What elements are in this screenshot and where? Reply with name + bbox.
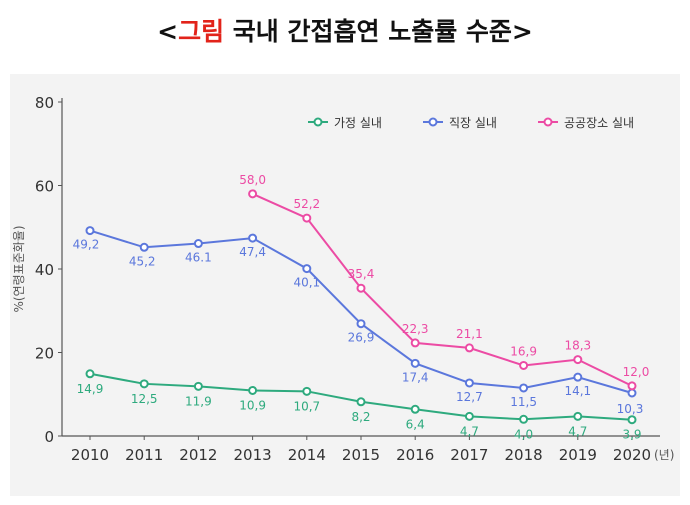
- legend-marker-work: [428, 117, 438, 127]
- x-tick-label-2013: 2013: [234, 446, 272, 464]
- x-unit-label: (년): [654, 448, 674, 462]
- data-label-home-2017: 4,7: [460, 424, 479, 438]
- point-home-2012: [193, 381, 203, 391]
- chart-title: <그림 국내 간접흡연 노출률 수준>: [0, 12, 690, 48]
- data-label-home-2013: 10,9: [239, 398, 266, 412]
- y-tick-label-0: 0: [44, 428, 54, 446]
- point-public-2018: [519, 360, 529, 370]
- point-public-2019: [573, 355, 583, 365]
- title-close: >: [511, 17, 533, 46]
- data-label-public-2017: 21,1: [456, 327, 483, 341]
- point-work-2016: [410, 358, 420, 368]
- point-home-2019: [573, 411, 583, 421]
- point-home-2011: [139, 379, 149, 389]
- y-axis-title: %(연령표준화율): [12, 225, 26, 312]
- point-work-2019: [573, 372, 583, 382]
- data-label-work-2014: 40,1: [293, 276, 320, 290]
- data-label-work-2012: 46.1: [185, 251, 212, 265]
- x-tick-label-2016: 2016: [396, 446, 434, 464]
- point-home-2016: [410, 404, 420, 414]
- x-tick-label-2015: 2015: [342, 446, 380, 464]
- point-home-2017: [464, 411, 474, 421]
- data-label-home-2012: 11,9: [185, 394, 212, 408]
- point-public-2016: [410, 338, 420, 348]
- data-label-public-2013: 58,0: [239, 173, 266, 187]
- data-label-home-2010: 14,9: [77, 382, 104, 396]
- title-rest: 국내 간접흡연 노출률 수준: [224, 17, 512, 46]
- data-label-public-2014: 52,2: [293, 197, 320, 211]
- point-home-2010: [85, 369, 95, 379]
- legend-label-work: 직장 실내: [449, 116, 497, 130]
- series-line-public: [252, 192, 633, 387]
- point-public-2014: [302, 213, 312, 223]
- data-label-home-2014: 10,7: [293, 399, 320, 413]
- data-label-public-2019: 18,3: [564, 339, 591, 353]
- x-tick-label-2011: 2011: [125, 446, 163, 464]
- point-work-2010: [85, 226, 95, 236]
- data-label-public-2018: 16,9: [510, 344, 537, 358]
- point-public-2013: [248, 189, 258, 199]
- title-highlight: 그림: [178, 17, 225, 46]
- y-tick-label-60: 60: [35, 178, 54, 196]
- data-label-public-2016: 22,3: [402, 322, 429, 336]
- legend-marker-public: [543, 117, 553, 127]
- point-public-2020: [627, 381, 637, 391]
- point-home-2020: [627, 415, 637, 425]
- x-tick-label-2020: 2020: [613, 446, 651, 464]
- legend-label-home: 가정 실내: [334, 116, 382, 130]
- data-label-home-2019: 4,7: [568, 424, 587, 438]
- x-tick-label-2012: 2012: [179, 446, 217, 464]
- data-label-work-2013: 47,4: [239, 245, 266, 259]
- data-label-home-2018: 4,0: [514, 427, 533, 441]
- point-work-2011: [139, 242, 149, 252]
- legend-label-public: 공공장소 실내: [564, 116, 634, 130]
- data-label-work-2018: 11,5: [510, 395, 537, 409]
- x-tick-label-2019: 2019: [559, 446, 597, 464]
- y-tick-label-20: 20: [35, 345, 54, 363]
- data-label-work-2010: 49,2: [73, 238, 100, 252]
- data-label-work-2019: 14,1: [564, 384, 591, 398]
- x-tick-label-2017: 2017: [450, 446, 488, 464]
- data-label-work-2017: 12,7: [456, 390, 483, 404]
- data-label-work-2016: 17,4: [402, 370, 429, 384]
- line-chart: 0 20 40 60 80 2010 2011 2012 2013 2014 2015 2016 201…: [12, 94, 674, 464]
- x-tick-label-2010: 2010: [71, 446, 109, 464]
- point-home-2018: [519, 414, 529, 424]
- point-work-2012: [193, 239, 203, 249]
- data-label-work-2020: 10,3: [617, 402, 644, 416]
- point-home-2013: [248, 385, 258, 395]
- point-home-2014: [302, 386, 312, 396]
- data-label-home-2011: 12,5: [131, 392, 158, 406]
- point-work-2018: [519, 383, 529, 393]
- point-public-2015: [356, 283, 366, 293]
- point-work-2013: [248, 233, 258, 243]
- point-work-2017: [464, 378, 474, 388]
- y-tick-label-40: 40: [35, 261, 54, 279]
- point-public-2017: [464, 343, 474, 353]
- x-tick-label-2018: 2018: [505, 446, 543, 464]
- data-label-work-2015: 26,9: [348, 331, 375, 345]
- data-label-public-2015: 35,4: [348, 267, 375, 281]
- title-open: <: [157, 17, 179, 46]
- point-work-2020: [627, 388, 637, 398]
- data-label-home-2020: 3,9: [622, 428, 641, 442]
- chart-panel: 0 20 40 60 80 2010 2011 2012 2013 2014 2015 2016 201…: [10, 74, 680, 496]
- x-tick-label-2014: 2014: [288, 446, 326, 464]
- point-home-2015: [356, 397, 366, 407]
- point-work-2014: [302, 264, 312, 274]
- legend-marker-home: [313, 117, 323, 127]
- data-label-home-2015: 8,2: [351, 410, 370, 424]
- series-line-work: [89, 229, 633, 394]
- data-label-public-2020: 12,0: [623, 365, 650, 379]
- y-tick-label-80: 80: [35, 94, 54, 112]
- data-label-work-2011: 45,2: [129, 254, 156, 268]
- data-label-home-2016: 6,4: [406, 417, 425, 431]
- point-work-2015: [356, 319, 366, 329]
